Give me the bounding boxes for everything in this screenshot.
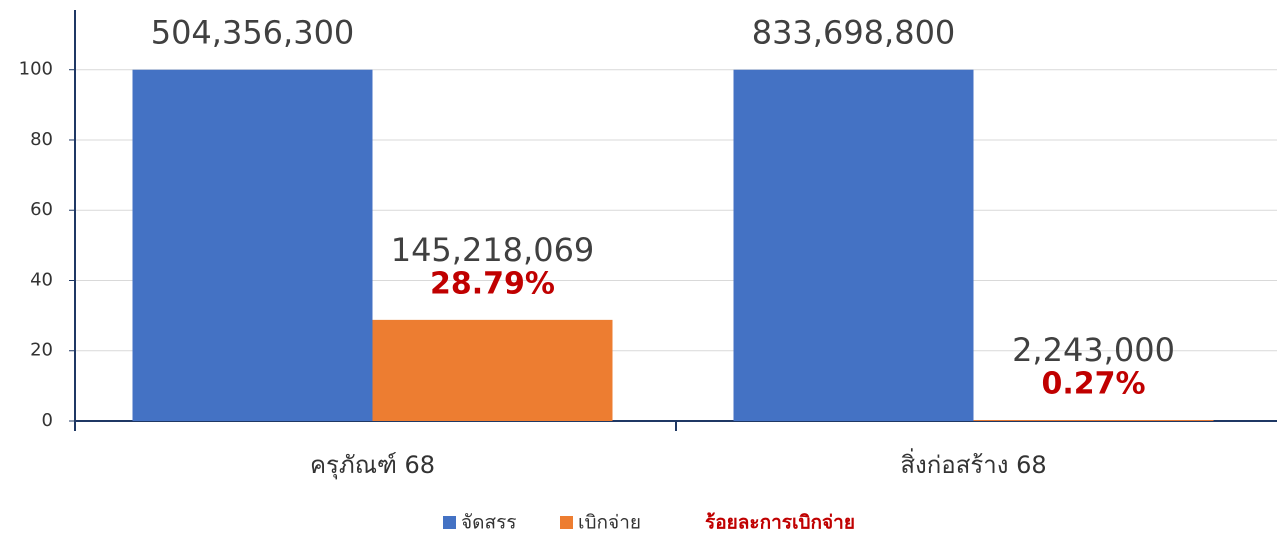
bar <box>733 69 974 421</box>
bar <box>372 319 613 421</box>
y-tick-label: 0 <box>42 410 53 431</box>
bar <box>973 420 1214 421</box>
y-tick-label: 60 <box>30 199 53 220</box>
x-tick-label: ครุภัณฑ์ 68 <box>310 451 435 480</box>
percent-label: 28.79% <box>430 266 555 301</box>
legend-label: จัดสรร <box>461 512 516 534</box>
legend-swatch <box>443 516 456 529</box>
y-tick-label: 40 <box>30 269 53 290</box>
percent-label: 0.27% <box>1041 367 1145 402</box>
y-tick-label: 80 <box>30 129 53 150</box>
y-tick-label: 20 <box>30 340 53 361</box>
legend-label: เบิกจ่าย <box>578 512 641 534</box>
amount-label: 504,356,300 <box>151 14 355 52</box>
amount-label: 2,243,000 <box>1012 331 1175 369</box>
legend-swatch <box>560 516 573 529</box>
bar <box>132 69 373 421</box>
legend-label: ร้อยละการเบิกจ่าย <box>705 512 855 534</box>
amount-label: 145,218,069 <box>391 231 595 269</box>
x-tick-label: สิ่งก่อสร้าง 68 <box>900 448 1046 479</box>
y-tick-label: 100 <box>19 59 53 80</box>
amount-label: 833,698,800 <box>752 14 956 52</box>
